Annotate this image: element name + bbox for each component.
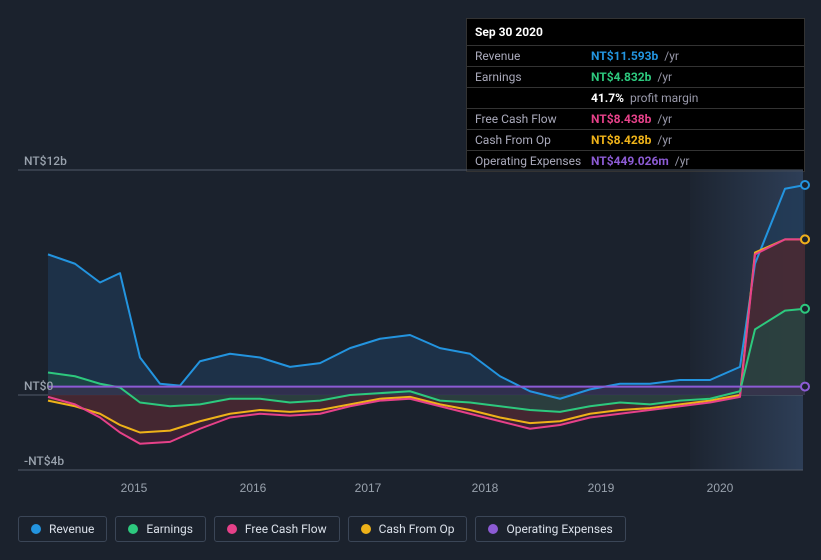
- y-axis-label: -NT$4b: [24, 454, 64, 468]
- legend-label: Operating Expenses: [506, 522, 612, 536]
- legend-item[interactable]: Revenue: [18, 516, 107, 542]
- svg-text:2018: 2018: [472, 481, 499, 495]
- legend-item[interactable]: Cash From Op: [348, 516, 468, 542]
- legend-item[interactable]: Operating Expenses: [475, 516, 625, 542]
- legend-dot: [31, 524, 41, 534]
- legend-label: Revenue: [49, 522, 94, 536]
- svg-text:2020: 2020: [707, 481, 734, 495]
- svg-text:2015: 2015: [121, 481, 148, 495]
- legend-dot: [361, 524, 371, 534]
- y-axis-label: NT$0: [24, 379, 53, 393]
- svg-text:2016: 2016: [240, 481, 267, 495]
- legend: Revenue Earnings Free Cash Flow Cash From O…: [18, 516, 626, 542]
- legend-dot: [128, 524, 138, 534]
- svg-text:2019: 2019: [588, 481, 615, 495]
- svg-text:2017: 2017: [355, 481, 382, 495]
- legend-label: Free Cash Flow: [245, 522, 327, 536]
- legend-label: Earnings: [146, 522, 193, 536]
- legend-dot: [488, 524, 498, 534]
- legend-item[interactable]: Earnings: [115, 516, 206, 542]
- legend-item[interactable]: Free Cash Flow: [214, 516, 340, 542]
- chart: 2015 2016 2017 2018 2019 2020: [0, 0, 821, 505]
- legend-label: Cash From Op: [379, 522, 455, 536]
- y-axis-label: NT$12b: [24, 154, 67, 168]
- legend-dot: [227, 524, 237, 534]
